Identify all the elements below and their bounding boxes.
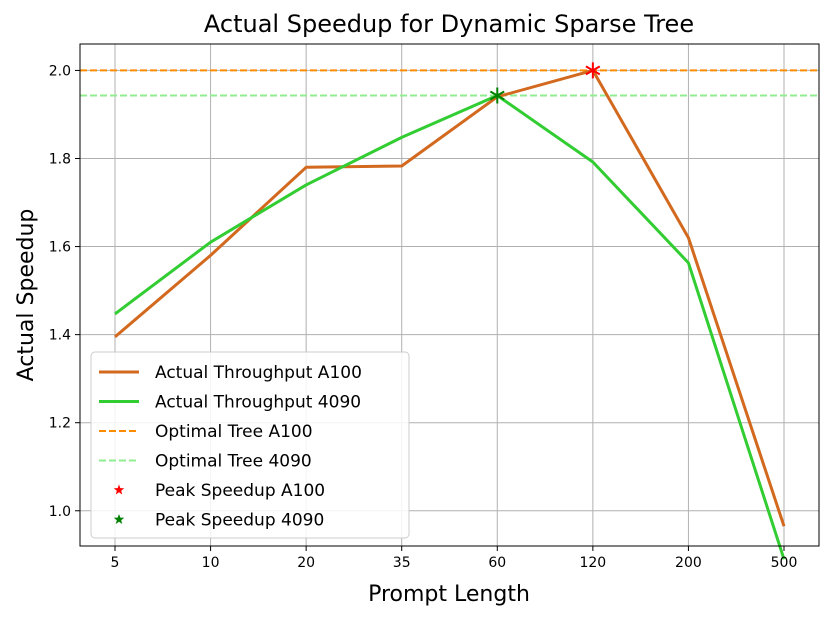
- legend-marker: [113, 514, 125, 524]
- legend: Actual Throughput A100 Actual Throughput …: [90, 351, 410, 539]
- legend-label: Optimal Tree A100: [155, 422, 313, 442]
- x-tick-label: 20: [297, 555, 315, 571]
- x-tick-label: 10: [202, 555, 220, 571]
- y-tick-label: 1.2: [49, 416, 71, 432]
- legend-label: Peak Speedup 4090: [155, 511, 324, 531]
- x-tick-label: 500: [771, 555, 798, 571]
- y-tick-label: 1.0: [49, 504, 71, 520]
- y-tick-label: 1.4: [49, 328, 71, 344]
- series-line: [114, 94, 786, 560]
- legend-label: Actual Throughput A100: [155, 363, 362, 383]
- x-tick-label: 60: [488, 555, 506, 571]
- y-tick-label: 2.0: [49, 63, 71, 79]
- series-layer: [80, 62, 819, 560]
- y-axis-title: Actual Speedup: [14, 209, 39, 382]
- x-tick-label: 120: [579, 555, 606, 571]
- x-axis-title: Prompt Length: [368, 582, 530, 607]
- plot-frame: [79, 43, 820, 547]
- x-tick-label: 5: [111, 555, 120, 571]
- legend-label: Actual Throughput 4090: [155, 393, 361, 413]
- chart-title: Actual Speedup for Dynamic Sparse Tree: [204, 10, 694, 38]
- y-tick-label: 1.8: [49, 151, 71, 167]
- y-axis: 1.0 1.2 1.4 1.6 1.8 2.0: [49, 63, 80, 520]
- peak-marker: [585, 62, 601, 79]
- legend-box: [90, 351, 410, 539]
- peak-marker: [489, 87, 505, 104]
- series-line: [114, 68, 786, 527]
- x-tick-label: 200: [675, 555, 702, 571]
- x-axis: 5 10 20 35 60 120 200 500: [111, 546, 798, 571]
- legend-label: Peak Speedup A100: [155, 481, 325, 501]
- y-tick-label: 1.6: [49, 240, 71, 256]
- x-tick-label: 35: [393, 555, 411, 571]
- legend-marker: [113, 484, 125, 495]
- legend-label: Optimal Tree 4090: [155, 452, 312, 472]
